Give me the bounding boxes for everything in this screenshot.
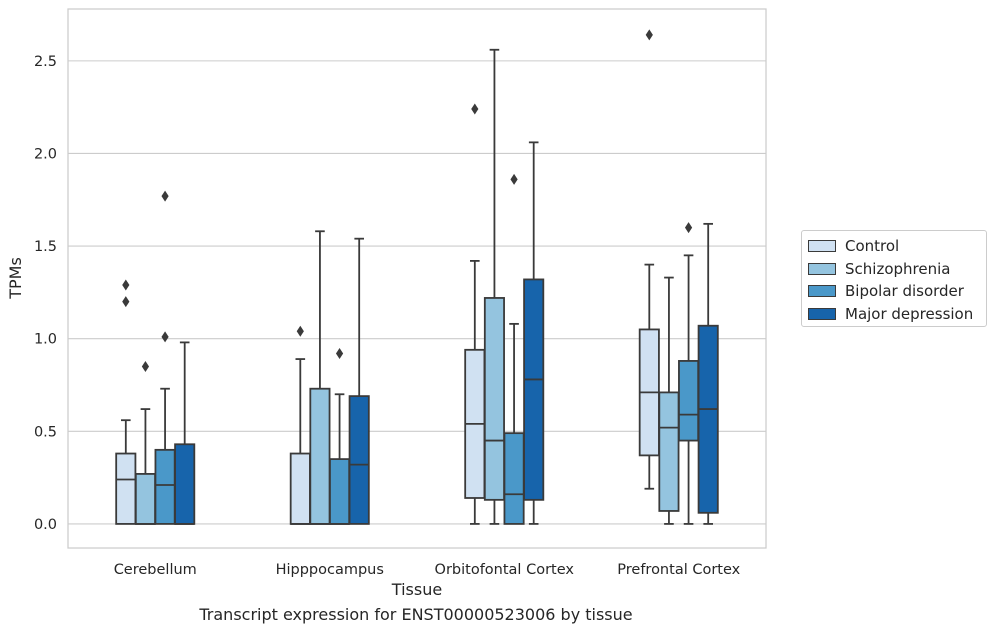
box-bipolar-disorder: [154, 190, 176, 525]
box-iqr: [697, 324, 719, 514]
legend: Control Schizophrenia Bipolar disorder M…: [801, 230, 987, 327]
legend-label-control: Control: [845, 237, 900, 256]
box-control: [464, 103, 486, 525]
box-iqr: [174, 443, 196, 525]
legend-swatch-control: [808, 240, 836, 253]
y-tick-label: 2.5: [34, 54, 57, 70]
box-iqr: [523, 278, 545, 501]
box-schizophrenia: [309, 230, 331, 525]
box-control: [115, 279, 137, 525]
box-iqr: [289, 452, 311, 525]
outlier-point: [471, 103, 479, 115]
legend-label-major-depression: Major depression: [845, 304, 974, 323]
box-iqr: [483, 297, 505, 501]
outlier-point: [645, 29, 653, 41]
box-iqr: [678, 360, 700, 442]
y-tick-label: 0.0: [34, 517, 57, 533]
outlier-point: [161, 190, 169, 202]
outlier-point: [296, 325, 304, 337]
legend-item-schizophrenia: Schizophrenia: [808, 258, 986, 281]
box-iqr: [115, 452, 137, 525]
outlier-point: [684, 222, 693, 234]
x-tick-label: Orbitofontal Cortex: [435, 562, 575, 578]
box-iqr: [134, 473, 156, 525]
y-tick-label: 2.0: [34, 146, 57, 162]
boxes: [115, 29, 719, 525]
legend-label-bipolar-disorder: Bipolar disorder: [845, 282, 964, 301]
y-tick-label: 1.5: [34, 239, 57, 255]
legend-item-bipolar-disorder: Bipolar disorder: [808, 280, 986, 303]
box-bipolar-disorder: [678, 222, 700, 525]
outlier-point: [335, 348, 344, 360]
box-major-depression: [174, 341, 196, 525]
outlier-point: [122, 279, 130, 291]
figure-caption: Transcript expression for ENST0000052300…: [199, 605, 633, 624]
box-iqr: [309, 387, 331, 525]
legend-label-schizophrenia: Schizophrenia: [845, 259, 951, 278]
legend-swatch-bipolar-disorder: [808, 285, 836, 298]
y-tick-label: 0.5: [34, 424, 57, 440]
x-tick-labels: Cerebellum Hipppocampus Orbitofontal Corte…: [114, 562, 741, 578]
x-axis-label: Tissue: [391, 580, 442, 599]
box-control: [638, 29, 660, 490]
box-schizophrenia: [658, 276, 680, 525]
box-iqr: [503, 432, 525, 525]
legend-swatch-schizophrenia: [808, 262, 836, 275]
box-schizophrenia: [483, 48, 505, 525]
outlier-point: [141, 360, 150, 372]
y-tick-labels: 0.0 0.5 1.0 1.5 2.0 2.5: [34, 54, 57, 533]
box-iqr: [154, 448, 176, 525]
outlier-point: [161, 331, 169, 343]
x-tick-label: Prefrontal Cortex: [617, 562, 740, 578]
box-major-depression: [348, 237, 370, 525]
box-major-depression: [523, 141, 545, 525]
legend-item-major-depression: Major depression: [808, 303, 986, 326]
plot-frame: [67, 8, 767, 549]
box-bipolar-disorder: [503, 173, 525, 525]
box-iqr: [658, 391, 680, 512]
y-tick-label: 1.0: [34, 332, 57, 348]
box-bipolar-disorder: [329, 348, 351, 525]
outlier-point: [510, 173, 518, 185]
x-tick-label: Cerebellum: [114, 562, 197, 578]
x-tick-label: Hipppocampus: [276, 562, 384, 578]
box-iqr: [329, 458, 351, 525]
legend-swatch-major-depression: [808, 307, 836, 320]
box-schizophrenia: [134, 360, 156, 525]
legend-item-control: Control: [808, 235, 986, 258]
outlier-point: [122, 296, 130, 308]
box-major-depression: [697, 222, 719, 525]
box-iqr: [348, 395, 370, 525]
box-control: [289, 325, 311, 525]
y-axis-label: TPMs: [6, 257, 25, 300]
